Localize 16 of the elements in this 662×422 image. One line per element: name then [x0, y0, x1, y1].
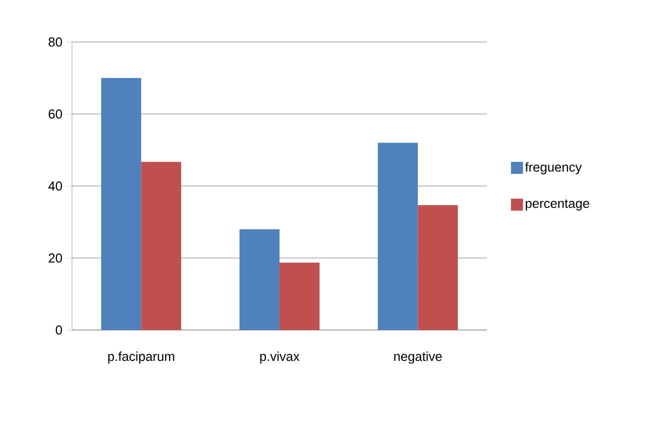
x-tick-label: p.faciparum [108, 352, 174, 364]
bar [378, 142, 418, 330]
y-tick-label: 40 [48, 181, 62, 191]
bar [240, 229, 280, 330]
y-tick-label: 60 [48, 109, 62, 119]
y-tick-label: 0 [56, 325, 62, 335]
legend-label: freguency [525, 162, 582, 174]
bar [101, 78, 142, 330]
bar [280, 262, 320, 330]
y-tick-label: 20 [48, 253, 62, 263]
y-tick-label: 80 [48, 37, 62, 47]
legend-label: percentage [526, 199, 590, 211]
x-tick-label: negative [394, 352, 442, 364]
bar [141, 162, 182, 330]
bar [418, 205, 458, 330]
x-tick-label: p.vivax [260, 352, 300, 364]
